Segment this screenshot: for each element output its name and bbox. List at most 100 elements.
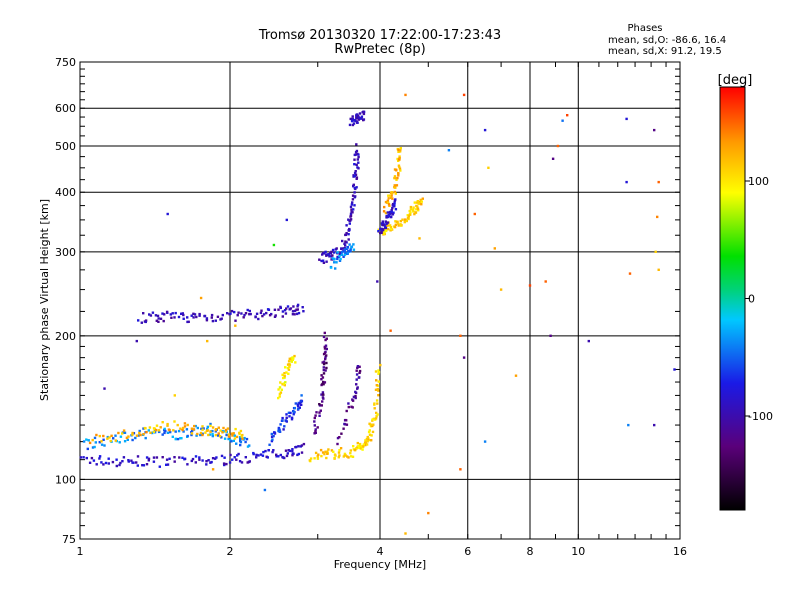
data-point [374, 370, 378, 373]
data-point [389, 329, 392, 332]
data-point [330, 250, 333, 254]
data-point [173, 394, 176, 397]
data-point [390, 196, 393, 199]
data-point [357, 153, 360, 156]
data-point [396, 176, 399, 180]
data-point [131, 433, 134, 436]
data-point [241, 437, 244, 440]
data-point [288, 365, 291, 368]
data-point [277, 388, 280, 391]
data-point [156, 314, 160, 318]
data-point [346, 252, 349, 255]
data-point [267, 449, 270, 452]
data-point [367, 438, 370, 442]
data-point [325, 253, 328, 256]
data-point [340, 251, 344, 254]
y-tick-label: 750 [55, 56, 76, 69]
data-point [420, 200, 423, 203]
data-point [403, 220, 406, 224]
data-point [390, 194, 393, 197]
data-point [210, 316, 213, 319]
data-point [338, 436, 341, 439]
data-point [194, 424, 197, 428]
data-point [318, 403, 321, 406]
data-point [151, 431, 154, 435]
data-point [313, 416, 316, 420]
data-point [257, 317, 260, 321]
data-point [240, 435, 243, 438]
data-point [387, 203, 391, 206]
data-point [296, 405, 300, 408]
data-point [291, 452, 294, 455]
data-point [347, 402, 350, 405]
data-point [165, 310, 169, 314]
data-point [358, 371, 361, 374]
data-point [208, 433, 212, 436]
data-point [362, 118, 366, 121]
data-point [300, 394, 303, 397]
data-point [277, 455, 280, 458]
data-point [243, 436, 246, 440]
data-point [148, 313, 151, 316]
y-tick-label: 200 [55, 330, 76, 343]
data-point [140, 321, 143, 324]
data-point [321, 376, 325, 379]
data-point [215, 428, 218, 431]
data-point [192, 312, 195, 315]
data-point [329, 266, 333, 269]
data-point [360, 116, 363, 120]
data-point [348, 219, 351, 223]
data-point [361, 448, 364, 451]
data-point [183, 425, 187, 428]
data-point [163, 427, 166, 431]
data-point [447, 149, 451, 152]
data-point [383, 205, 386, 209]
data-point [406, 217, 410, 220]
data-point [393, 203, 396, 206]
data-point [254, 315, 257, 319]
data-point [353, 119, 356, 122]
data-point [323, 252, 326, 255]
data-point [207, 433, 210, 437]
data-point [273, 315, 277, 318]
data-point [171, 435, 174, 438]
data-point [416, 200, 419, 203]
data-point [393, 190, 396, 194]
data-point [102, 434, 105, 438]
data-point [393, 176, 396, 180]
data-point [394, 198, 397, 201]
data-point [222, 426, 225, 430]
data-point [352, 122, 356, 125]
data-point [387, 194, 390, 197]
data-point [186, 463, 189, 466]
data-point [297, 445, 300, 448]
data-point [86, 447, 89, 451]
data-point [267, 308, 271, 311]
data-point [313, 420, 316, 423]
data-point [587, 339, 590, 343]
data-point [347, 405, 350, 409]
data-point [102, 438, 105, 441]
data-point [333, 261, 336, 264]
data-point [282, 428, 285, 431]
data-point [316, 455, 319, 458]
data-point [201, 428, 204, 431]
data-point [227, 433, 230, 436]
data-point [315, 411, 318, 414]
data-point [199, 431, 203, 435]
data-point [229, 453, 232, 457]
data-point [199, 296, 203, 300]
data-point [355, 186, 358, 189]
data-point [394, 208, 398, 211]
data-point [127, 459, 130, 462]
data-point [362, 110, 365, 113]
data-point [293, 313, 296, 316]
data-point [174, 430, 177, 433]
data-point [384, 226, 388, 230]
data-point [166, 422, 169, 426]
data-point [395, 184, 399, 187]
data-point [164, 429, 167, 433]
data-point [232, 439, 235, 442]
data-point [263, 488, 267, 492]
data-point [296, 453, 299, 457]
